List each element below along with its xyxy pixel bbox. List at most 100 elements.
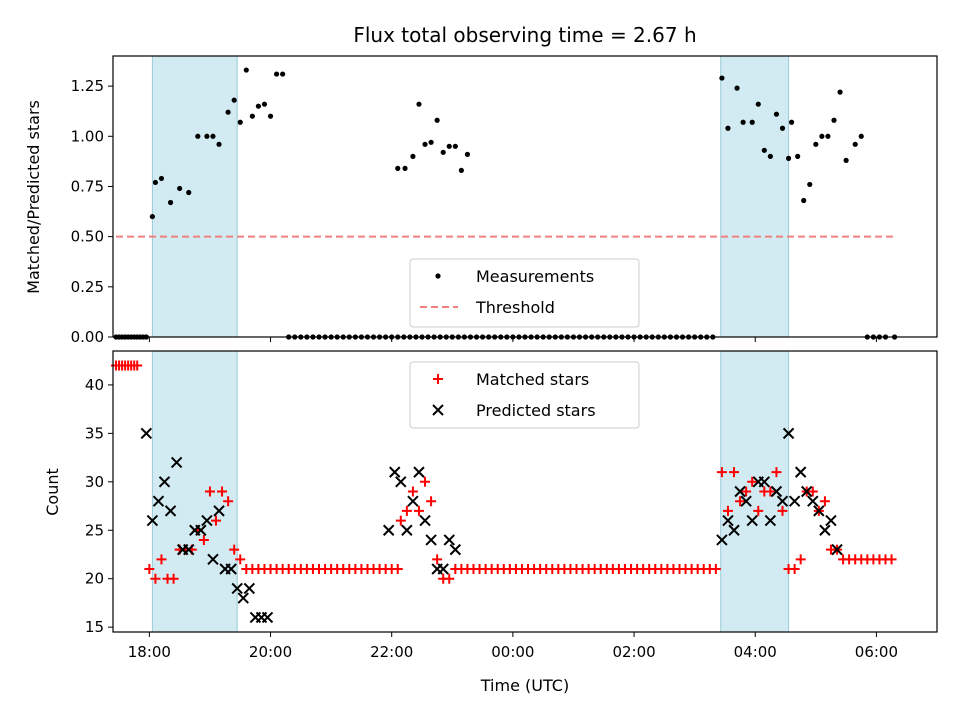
legend-swatch: [432, 404, 444, 416]
data-point: [183, 543, 195, 556]
data-point: [825, 133, 831, 139]
data-point: [446, 143, 452, 149]
x-tick-label: 02:00: [612, 643, 655, 661]
axes-frame: [112, 350, 938, 633]
data-point: [216, 141, 222, 147]
data-point: [735, 496, 746, 507]
legend-box: [409, 361, 640, 429]
data-point: [443, 534, 455, 546]
y-tick-label: 20: [85, 570, 104, 588]
data-point: [813, 505, 825, 517]
y-tick-label: 25: [85, 521, 104, 539]
top-panel: 0.00 0.25 0.50 0.75 1.00 1.25 Measurements Thre…: [71, 55, 938, 346]
data-point: [249, 113, 255, 119]
data-point: [204, 133, 210, 139]
x-tick-label: 18:00: [128, 643, 171, 661]
data-point: [716, 534, 728, 546]
data-point: [746, 514, 758, 527]
data-point: [843, 157, 849, 163]
data-point: [261, 611, 274, 624]
data-point: [395, 476, 407, 488]
data-point: [773, 111, 780, 117]
data-point: [852, 141, 858, 147]
data-point: [395, 165, 401, 171]
y-tick-label: 1.00: [71, 127, 104, 145]
data-point: [831, 543, 843, 556]
data-point: [753, 505, 764, 516]
data-point: [152, 179, 159, 186]
data-point: [413, 466, 425, 478]
data-point: [243, 67, 249, 73]
x-tick-label: 22:00: [370, 643, 413, 661]
data-point: [452, 143, 458, 149]
data-point: [167, 199, 174, 206]
data-point: [210, 133, 216, 139]
data-point: [789, 564, 800, 575]
data-point: [401, 524, 413, 536]
data-point: [728, 524, 740, 536]
bottom-y-axis-label: Count: [43, 468, 62, 516]
data-point: [261, 101, 268, 107]
data-point: [410, 153, 416, 159]
data-point: [267, 113, 274, 119]
data-point: [722, 514, 734, 527]
data-point: [164, 505, 177, 517]
bottom-panel: 15 20 25 30 35 40 18:00 20:00 22:00 00:00 02:00 04:…: [85, 350, 938, 661]
legend-swatch: [433, 374, 443, 384]
data-point: [807, 495, 819, 507]
x-tick-label: 06:00: [855, 643, 898, 661]
data-point: [734, 485, 746, 498]
data-point: [740, 119, 746, 125]
legend: Measurements Threshold: [409, 258, 640, 328]
data-point: [177, 185, 183, 192]
data-point: [395, 515, 406, 526]
data-point: [761, 147, 767, 153]
legend-label: Predicted stars: [476, 401, 596, 420]
data-point: [416, 101, 422, 107]
data-point: [152, 495, 165, 507]
data-point: [231, 97, 237, 103]
y-tick-label: 1.25: [71, 77, 104, 95]
data-point: [382, 524, 395, 536]
data-point: [432, 554, 443, 565]
data-point: [722, 505, 733, 516]
y-tick-label: 0.25: [71, 278, 104, 296]
data-point: [237, 119, 243, 125]
data-point: [223, 496, 234, 507]
data-point: [211, 515, 221, 526]
data-point: [149, 213, 155, 220]
data-point: [734, 85, 740, 91]
data-point: [156, 554, 167, 565]
data-point: [186, 189, 192, 196]
legend: Matched stars Predicted stars: [409, 361, 640, 429]
data-point: [886, 554, 897, 565]
data-point: [422, 141, 428, 147]
data-point: [426, 496, 437, 507]
series-1: [140, 427, 843, 624]
data-point: [243, 582, 256, 595]
legend-label: Threshold: [475, 298, 555, 317]
data-point: [764, 514, 777, 527]
data-point: [807, 181, 813, 188]
data-point: [716, 467, 727, 478]
data-point: [788, 119, 795, 125]
data-point: [170, 456, 183, 469]
data-point: [747, 476, 758, 487]
data-point: [777, 505, 788, 516]
legend-label: Matched stars: [476, 370, 589, 389]
data-point: [144, 564, 155, 575]
data-point: [819, 133, 825, 139]
data-point: [158, 476, 171, 488]
data-point: [765, 486, 776, 497]
data-point: [407, 495, 419, 507]
data-point: [801, 197, 807, 204]
data-point: [392, 564, 403, 575]
data-point: [273, 71, 280, 77]
legend-label: Measurements: [476, 267, 594, 286]
data-point: [146, 514, 159, 527]
data-point: [825, 514, 837, 527]
x-axis-label: Time (UTC): [480, 676, 569, 695]
data-point: [407, 486, 418, 497]
y-tick-label: 30: [85, 473, 104, 491]
data-point: [719, 75, 725, 81]
